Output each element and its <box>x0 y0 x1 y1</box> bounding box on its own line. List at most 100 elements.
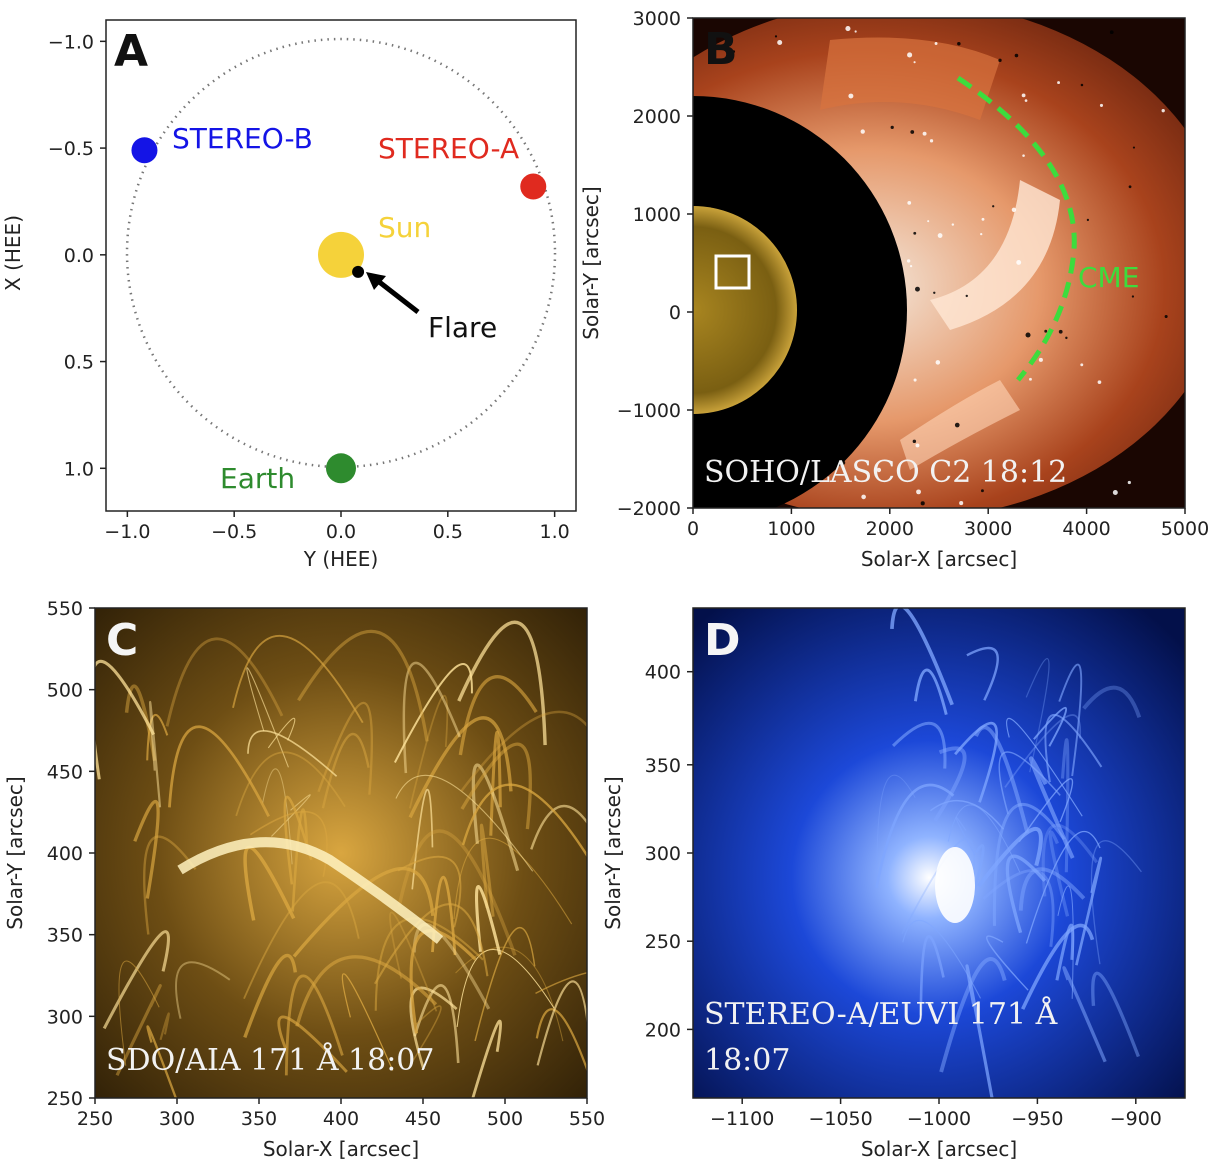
lasco-star <box>981 217 985 221</box>
panel-a-xtick-label: 0.0 <box>326 521 356 543</box>
panel-d-letter: D <box>704 615 741 666</box>
aia-loop <box>175 961 231 1019</box>
lasco-star <box>907 52 913 58</box>
aia-loop <box>146 1025 178 1098</box>
euvi-loop <box>1075 856 1103 966</box>
panel-d-ytick-label: 250 <box>645 931 681 953</box>
panel-a-ytick-label: 0.5 <box>64 352 94 374</box>
aia-loop <box>243 881 360 1000</box>
lasco-streamer <box>820 37 1000 120</box>
cme-label: CME <box>1078 261 1139 294</box>
label-stereo-a: STEREO-A <box>378 132 519 165</box>
lasco-star <box>913 231 917 235</box>
aia-loop <box>118 960 160 1066</box>
panel-c-caption: SDO/AIA 171 Å 18:07 <box>106 1042 434 1078</box>
euvi-loop <box>1090 840 1142 965</box>
panel-a-letter: A <box>114 26 148 77</box>
lasco-star <box>1109 30 1114 35</box>
euvi-loop <box>1060 738 1070 873</box>
aia-loop <box>115 984 162 1077</box>
euvi-loop <box>977 827 1043 888</box>
lasco-star <box>1164 314 1168 319</box>
lasco-star <box>1011 207 1017 212</box>
aia-loop <box>149 700 162 808</box>
panel-a-xtick-label: −1.0 <box>104 521 150 543</box>
euvi-loop <box>891 721 947 769</box>
lasco-star <box>1086 218 1090 222</box>
euvi-loop <box>986 935 1029 991</box>
aia-loop <box>297 629 429 742</box>
aia-loop <box>530 804 587 850</box>
panel-b-xtick-label: 4000 <box>1062 518 1110 540</box>
panel-d-xtick-label: −1050 <box>808 1108 872 1130</box>
lasco-star <box>937 233 943 238</box>
aia-loop <box>460 742 532 830</box>
euvi-loop <box>982 869 1055 948</box>
panel-b-letter: B <box>704 24 738 75</box>
aia-loop <box>283 795 313 885</box>
euvi-loop <box>1055 923 1075 981</box>
lasco-star <box>861 494 866 500</box>
aia-loop <box>246 667 289 768</box>
aia-loop <box>133 799 160 899</box>
aia-loop <box>232 634 364 724</box>
lasco-star <box>906 259 911 263</box>
lasco-star <box>920 501 925 506</box>
lasco-star <box>1058 329 1063 334</box>
lasco-star <box>910 130 915 134</box>
aia-coronal-loops <box>95 620 587 1098</box>
lasco-star <box>1014 53 1019 58</box>
euvi-loop <box>901 837 976 935</box>
euvi-loop <box>1082 685 1142 718</box>
panel-c-xtick-label: 250 <box>77 1108 113 1130</box>
euvi-loop <box>1091 971 1140 1058</box>
euvi-loop <box>1062 966 1107 1063</box>
panel-d-ylabel: Solar-Y [arcsec] <box>601 776 625 929</box>
panel-c-ytick-label: 500 <box>47 680 83 702</box>
euvi-loop <box>875 783 955 889</box>
aia-loop <box>431 875 457 956</box>
aia-loop <box>458 675 538 756</box>
panel-b-ytick-label: 2000 <box>633 106 681 128</box>
lasco-star <box>1038 357 1043 362</box>
panel-c-xlabel: Solar-X [arcsec] <box>263 1137 419 1161</box>
lasco-star <box>907 200 912 205</box>
aia-loop <box>317 701 374 795</box>
lasco-star <box>1080 83 1084 87</box>
panel-c-ticks: 250 300 350 400 450 500 550 550 500 450 400 350 300 2… <box>47 598 605 1130</box>
aia-loop <box>409 929 477 1034</box>
flare-region-box <box>714 254 751 290</box>
flare-arrow <box>366 272 420 314</box>
panel-a-xtick-label: 0.5 <box>433 521 463 543</box>
panel-a-ytick-label: 0.0 <box>64 245 94 267</box>
euvi-loop <box>1018 867 1086 911</box>
lasco-star <box>927 220 930 223</box>
euvi-loop <box>969 844 985 903</box>
lasco-star <box>1080 363 1084 367</box>
lasco-star <box>1128 185 1132 189</box>
aia-loop <box>247 730 338 777</box>
panel-b-ytick-label: 3000 <box>633 8 681 30</box>
lasco-star <box>777 40 783 46</box>
lasco-star <box>951 223 955 226</box>
panel-a-ytick-label: −1.0 <box>48 31 94 53</box>
lasco-star <box>841 460 846 465</box>
aia-loop <box>389 911 438 1012</box>
panel-a-xtick-label: −0.5 <box>211 521 257 543</box>
euvi-loop <box>965 964 994 1098</box>
euvi-loop <box>1006 717 1083 817</box>
lasco-star <box>935 360 941 365</box>
point-sun <box>318 231 364 278</box>
lasco-star <box>915 443 920 448</box>
panel-b-xtick-label: 1000 <box>767 518 815 540</box>
aia-loop <box>409 1005 442 1066</box>
aia-loop <box>292 866 435 958</box>
aia-loop <box>411 789 434 890</box>
euvi-loop <box>1018 778 1074 843</box>
point-flare <box>352 265 365 278</box>
panel-b-xtick-label: 2000 <box>866 518 914 540</box>
aia-loop <box>321 732 370 809</box>
lasco-star <box>957 42 961 46</box>
lasco-star <box>1029 377 1032 381</box>
lasco-star <box>845 26 851 32</box>
